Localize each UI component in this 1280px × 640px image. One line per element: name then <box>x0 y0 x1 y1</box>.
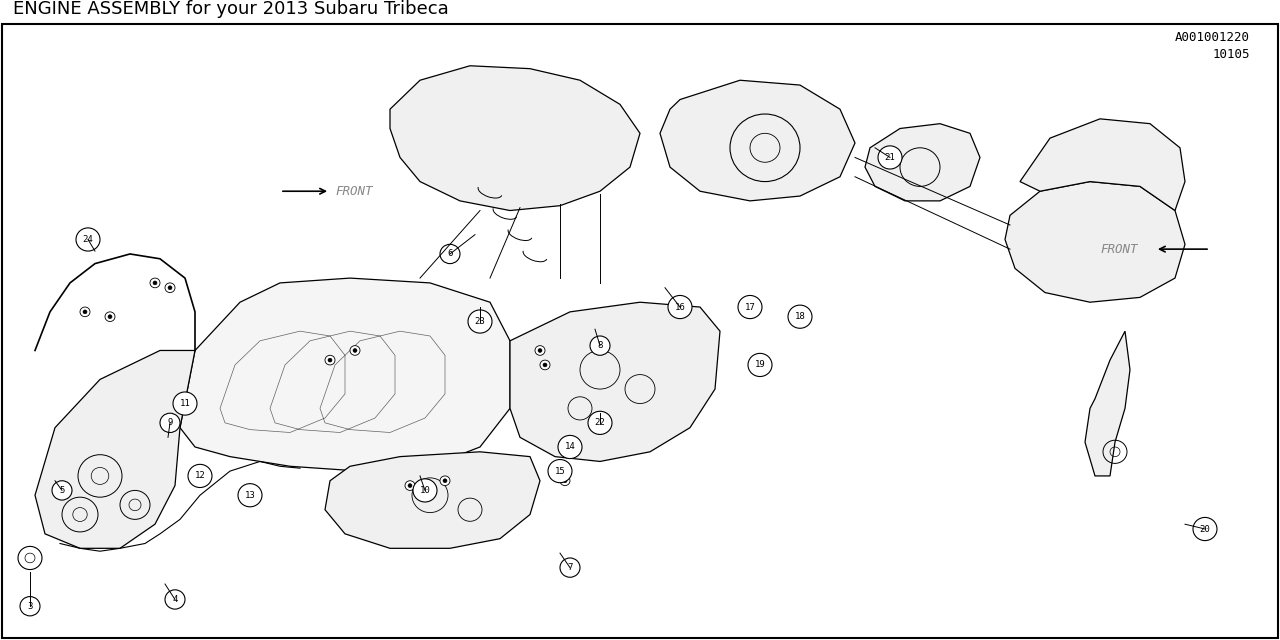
Circle shape <box>588 412 612 435</box>
Polygon shape <box>1005 182 1185 302</box>
Circle shape <box>79 307 90 317</box>
Circle shape <box>563 479 567 483</box>
Text: 6: 6 <box>447 250 453 259</box>
Text: 12: 12 <box>195 472 205 481</box>
Text: 19: 19 <box>755 360 765 369</box>
Polygon shape <box>660 80 855 201</box>
Text: 21: 21 <box>884 153 896 162</box>
Circle shape <box>76 228 100 251</box>
Circle shape <box>788 305 812 328</box>
Circle shape <box>165 283 175 292</box>
Circle shape <box>20 596 40 616</box>
Text: 5: 5 <box>59 486 65 495</box>
Circle shape <box>548 460 572 483</box>
Text: 10: 10 <box>420 486 430 495</box>
Text: 9: 9 <box>168 419 173 428</box>
Text: 24: 24 <box>83 235 93 244</box>
Circle shape <box>150 278 160 288</box>
Polygon shape <box>35 351 195 548</box>
Polygon shape <box>325 452 540 548</box>
Polygon shape <box>1085 331 1130 476</box>
Circle shape <box>154 281 157 285</box>
Circle shape <box>443 479 447 483</box>
Text: 7: 7 <box>567 563 572 572</box>
Circle shape <box>440 476 451 486</box>
Circle shape <box>413 479 436 502</box>
Circle shape <box>558 465 562 468</box>
Circle shape <box>105 312 115 321</box>
Circle shape <box>188 465 212 488</box>
Circle shape <box>748 353 772 376</box>
Circle shape <box>468 310 492 333</box>
Circle shape <box>540 360 550 370</box>
Polygon shape <box>180 278 509 471</box>
Text: 22: 22 <box>595 419 605 428</box>
Polygon shape <box>1020 119 1185 211</box>
Circle shape <box>543 363 547 367</box>
Circle shape <box>739 296 762 319</box>
Circle shape <box>404 481 415 490</box>
Text: FRONT: FRONT <box>335 185 372 198</box>
Circle shape <box>52 481 72 500</box>
Text: 17: 17 <box>745 303 755 312</box>
Text: ENGINE ASSEMBLY for your 2013 Subaru Tribeca: ENGINE ASSEMBLY for your 2013 Subaru Tri… <box>13 0 448 18</box>
Text: 13: 13 <box>244 491 256 500</box>
Text: 15: 15 <box>554 467 566 476</box>
Text: 14: 14 <box>564 442 576 451</box>
Circle shape <box>408 484 412 488</box>
Text: FRONT: FRONT <box>1100 243 1138 255</box>
Text: 16: 16 <box>675 303 685 312</box>
Text: 20: 20 <box>1199 525 1211 534</box>
Circle shape <box>328 358 332 362</box>
Circle shape <box>440 244 460 264</box>
Polygon shape <box>865 124 980 201</box>
Circle shape <box>108 315 113 319</box>
Circle shape <box>238 484 262 507</box>
Circle shape <box>160 413 180 433</box>
Circle shape <box>561 558 580 577</box>
Text: 3: 3 <box>27 602 33 611</box>
Circle shape <box>83 310 87 314</box>
Text: 10105: 10105 <box>1212 48 1251 61</box>
Circle shape <box>878 146 902 169</box>
Text: A001001220: A001001220 <box>1175 31 1251 44</box>
Circle shape <box>168 286 172 290</box>
Circle shape <box>590 336 611 355</box>
Text: 8: 8 <box>598 341 603 350</box>
Polygon shape <box>509 302 719 461</box>
Text: 18: 18 <box>795 312 805 321</box>
Circle shape <box>558 435 582 459</box>
Circle shape <box>538 349 541 353</box>
Text: 4: 4 <box>173 595 178 604</box>
Circle shape <box>325 355 335 365</box>
Circle shape <box>349 346 360 355</box>
Text: 23: 23 <box>475 317 485 326</box>
Circle shape <box>561 476 570 486</box>
Circle shape <box>1193 517 1217 541</box>
Circle shape <box>353 349 357 353</box>
Circle shape <box>668 296 692 319</box>
Circle shape <box>173 392 197 415</box>
Circle shape <box>165 590 186 609</box>
Polygon shape <box>390 66 640 211</box>
Circle shape <box>556 461 564 471</box>
Text: 11: 11 <box>179 399 191 408</box>
Circle shape <box>535 346 545 355</box>
